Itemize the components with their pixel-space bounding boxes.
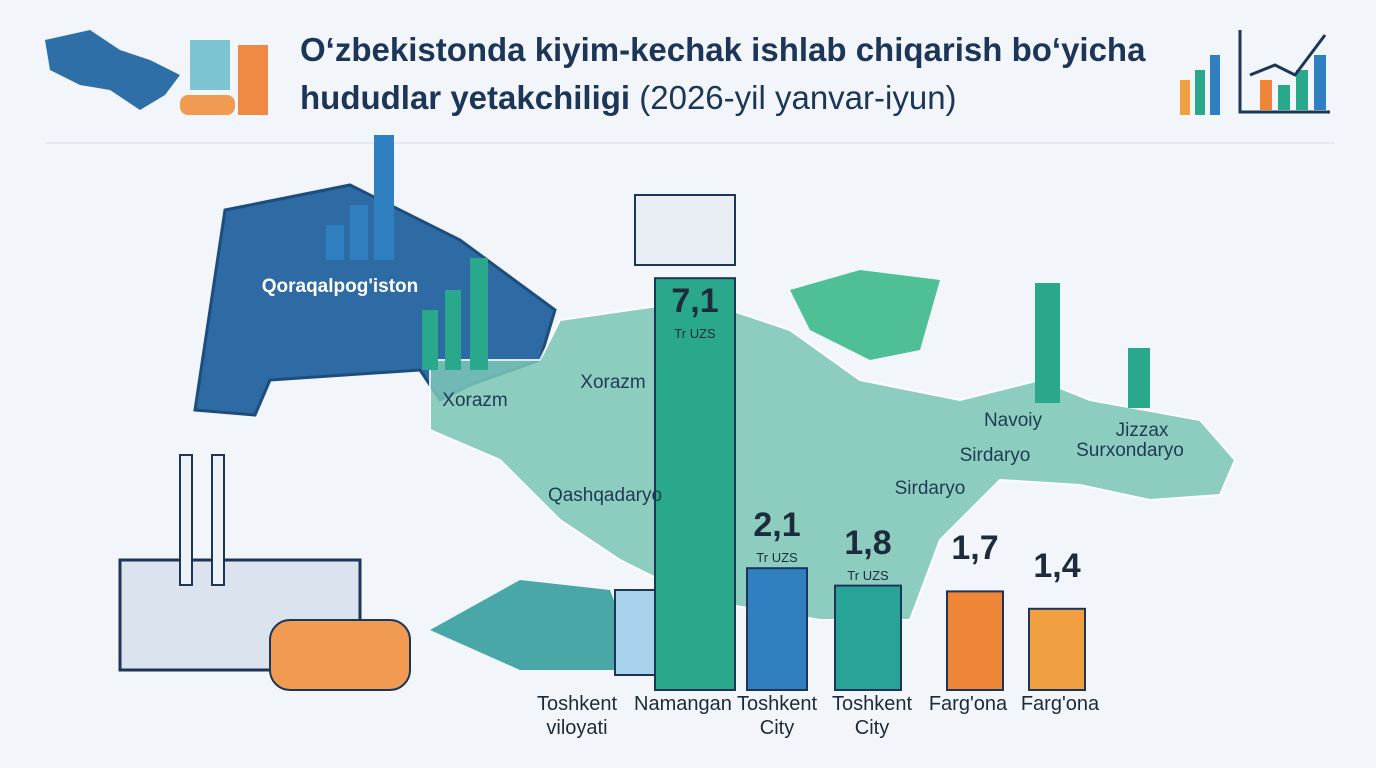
region-label: Sirdaryo: [959, 445, 1031, 466]
unit-label: Tr UZS: [756, 550, 798, 566]
value-label: 2,1: [753, 506, 801, 545]
unit-label: Tr UZS: [674, 326, 716, 342]
bar: [834, 584, 902, 691]
x-tick-label: Farg'ona: [1020, 693, 1100, 715]
chart-title: O‘zbekistonda kiyim-kechak ishlab chiqar…: [300, 31, 1146, 116]
region-label: Xorazm: [580, 372, 646, 393]
value-label: 1,4: [1033, 546, 1081, 585]
region-label: Qoraqalpog'iston: [261, 276, 419, 297]
value-label: 7,1: [671, 282, 719, 321]
chart-subtitle: (2026-yil yanvar-iyun): [639, 79, 957, 116]
value-label: 1,8: [844, 523, 892, 562]
x-tick-label: Toshkent City: [831, 693, 913, 739]
region-label: Sirdaryo: [894, 478, 966, 499]
region-label: Jizzax: [1115, 420, 1169, 441]
region-label: Surxondaryo: [1076, 440, 1184, 461]
chart-title-block: O‘zbekistonda kiyim-kechak ishlab chiqar…: [300, 26, 1180, 122]
x-tick-label: Farg'ona: [928, 693, 1008, 715]
x-tick-label: Namangan: [634, 693, 732, 715]
region-label: Navoiy: [983, 410, 1043, 431]
bar: [746, 567, 808, 692]
x-tick-label: Toshkent City: [736, 693, 818, 739]
region-label: Xorazm: [442, 390, 508, 411]
decor: [45, 30, 1335, 691]
region-label: Qashqadaryo: [547, 485, 663, 506]
value-label: 1,7: [951, 529, 999, 568]
unit-label: Tr UZS: [847, 567, 889, 583]
x-tick-label: Toshkent viloyati: [536, 693, 618, 739]
bar: [1028, 607, 1086, 691]
bar: [946, 590, 1004, 692]
bar: [654, 277, 736, 691]
